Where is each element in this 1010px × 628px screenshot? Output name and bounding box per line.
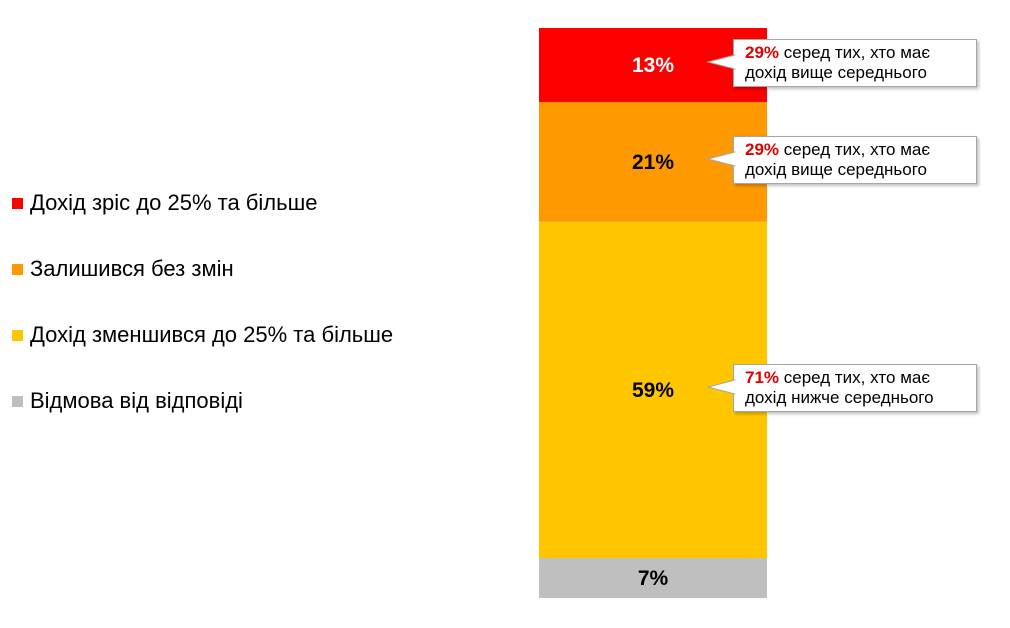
- annotation-text: серед тих, хто має: [779, 43, 931, 63]
- bar-segment: [539, 558, 767, 598]
- legend-label: Залишився без змін: [30, 256, 234, 281]
- annotation-highlight-percent: 29%: [745, 139, 780, 159]
- segment-data-label: 13%: [632, 54, 674, 77]
- annotation-line-1: 71% серед тих, хто має: [745, 368, 966, 388]
- legend-item-refused: Відмова від відповіді: [12, 384, 393, 418]
- annotation-callout: 29% серед тих, хто має дохід вище середнь…: [706, 39, 977, 88]
- legend: Дохід зріс до 25% та більше Залишився бе…: [12, 186, 393, 450]
- annotation-highlight-percent: 29%: [745, 43, 780, 63]
- legend-swatch: [12, 197, 23, 209]
- annotation-line-2: дохід нижче середнього: [745, 387, 934, 407]
- annotation-callout: 29% серед тих, хто має дохід вище середнь…: [706, 135, 977, 184]
- legend-item-income-decreased: Дохід зменшився до 25% та більше: [12, 318, 393, 352]
- legend-swatch: [12, 329, 23, 341]
- callout-pointer-icon: [706, 379, 736, 395]
- legend-label: Дохід зменшився до 25% та більше: [30, 322, 394, 347]
- annotation-callout: 71% серед тих, хто має дохід нижче середн…: [706, 363, 977, 412]
- legend-item-income-grew: Дохід зріс до 25% та більше: [12, 186, 393, 220]
- segment-data-label: 59%: [632, 379, 674, 402]
- annotation-highlight-percent: 71%: [745, 367, 780, 387]
- callout-pointer-icon: [706, 54, 736, 70]
- segment-data-label: 21%: [632, 151, 674, 174]
- annotation-line-1: 29% серед тих, хто має: [745, 140, 966, 160]
- annotation-text: серед тих, хто має: [779, 367, 931, 387]
- segment-data-label: 7%: [638, 567, 669, 590]
- annotation-line-2: дохід вище середнього: [745, 63, 927, 83]
- annotation-text: серед тих, хто має: [779, 139, 931, 159]
- legend-label: Дохід зріс до 25% та більше: [30, 190, 318, 215]
- legend-item-unchanged: Залишився без змін: [12, 252, 393, 286]
- annotation-line-2: дохід вище середнього: [745, 159, 927, 179]
- annotation-line-1: 29% серед тих, хто має: [745, 43, 966, 63]
- legend-swatch: [12, 395, 23, 407]
- legend-swatch: [12, 263, 23, 275]
- legend-label: Відмова від відповіді: [30, 388, 243, 413]
- callout-pointer-icon: [706, 151, 736, 167]
